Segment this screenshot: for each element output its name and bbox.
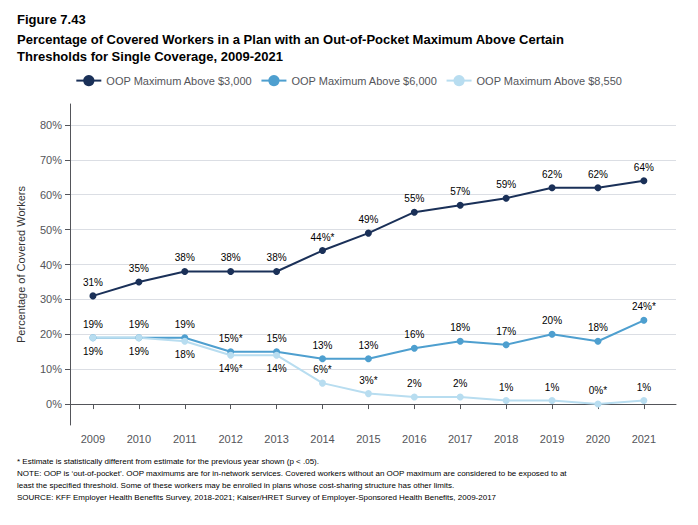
svg-text:18%: 18% [450, 322, 470, 333]
svg-text:80%: 80% [40, 119, 62, 131]
svg-text:13%: 13% [312, 340, 332, 351]
svg-text:13%: 13% [358, 340, 378, 351]
svg-text:1%: 1% [499, 382, 514, 393]
svg-text:62%: 62% [588, 169, 608, 180]
svg-text:19%: 19% [175, 319, 195, 330]
svg-text:24%*: 24%* [632, 301, 656, 312]
svg-text:2015: 2015 [356, 433, 380, 445]
svg-text:2021: 2021 [632, 433, 656, 445]
svg-text:2010: 2010 [127, 433, 151, 445]
svg-text:2%: 2% [453, 378, 468, 389]
svg-text:14%: 14% [267, 363, 287, 374]
svg-text:OOP Maximum Above $6,000: OOP Maximum Above $6,000 [291, 75, 436, 87]
svg-text:2009: 2009 [81, 433, 105, 445]
svg-text:2016: 2016 [402, 433, 426, 445]
svg-text:57%: 57% [450, 186, 470, 197]
svg-text:62%: 62% [542, 169, 562, 180]
svg-text:38%: 38% [175, 252, 195, 263]
svg-text:2011: 2011 [173, 433, 197, 445]
svg-text:60%: 60% [40, 189, 62, 201]
svg-text:SOURCE: KFF Employer Health Be: SOURCE: KFF Employer Health Benefits Sur… [17, 493, 497, 502]
svg-text:31%: 31% [83, 277, 103, 288]
svg-text:38%: 38% [267, 252, 287, 263]
svg-text:14%*: 14%* [219, 363, 243, 374]
svg-text:least the specified threshold.: least the specified threshold. Some of t… [17, 481, 454, 490]
svg-text:* Estimate is statistically di: * Estimate is statistically different fr… [17, 457, 319, 466]
svg-text:OOP Maximum Above $8,550: OOP Maximum Above $8,550 [477, 75, 622, 87]
svg-text:20%: 20% [40, 328, 62, 340]
svg-text:19%: 19% [129, 346, 149, 357]
svg-text:19%: 19% [129, 319, 149, 330]
svg-text:44%*: 44%* [311, 232, 335, 243]
svg-text:2014: 2014 [310, 433, 334, 445]
svg-text:35%: 35% [129, 263, 149, 274]
svg-text:3%*: 3%* [359, 375, 377, 386]
svg-text:OOP Maximum Above $3,000: OOP Maximum Above $3,000 [106, 75, 251, 87]
svg-text:50%: 50% [40, 224, 62, 236]
svg-text:0%: 0% [46, 398, 62, 410]
svg-text:55%: 55% [404, 193, 424, 204]
svg-text:64%: 64% [634, 162, 654, 173]
svg-text:18%: 18% [175, 349, 195, 360]
svg-text:18%: 18% [588, 322, 608, 333]
svg-text:2012: 2012 [218, 433, 242, 445]
svg-text:19%: 19% [83, 319, 103, 330]
svg-text:Percentage of Covered Workers: Percentage of Covered Workers in a Plan … [17, 32, 564, 47]
svg-text:38%: 38% [221, 252, 241, 263]
svg-text:2%: 2% [407, 378, 422, 389]
svg-text:40%: 40% [40, 259, 62, 271]
svg-text:NOTE: OOP is ‘out-of-pocket’.: NOTE: OOP is ‘out-of-pocket’. OOP maximu… [17, 469, 567, 478]
svg-text:15%*: 15%* [219, 333, 243, 344]
svg-text:59%: 59% [496, 179, 516, 190]
svg-text:16%: 16% [404, 329, 424, 340]
svg-text:17%: 17% [496, 326, 516, 337]
svg-text:2019: 2019 [540, 433, 564, 445]
svg-text:2017: 2017 [448, 433, 472, 445]
svg-text:Percentage of Covered Workers: Percentage of Covered Workers [15, 186, 27, 343]
svg-text:6%*: 6%* [313, 364, 331, 375]
svg-text:19%: 19% [83, 346, 103, 357]
svg-text:0%*: 0%* [589, 385, 607, 396]
svg-text:2013: 2013 [264, 433, 288, 445]
svg-text:70%: 70% [40, 154, 62, 166]
svg-text:Figure 7.43: Figure 7.43 [17, 12, 86, 27]
svg-text:10%: 10% [40, 363, 62, 375]
svg-text:1%: 1% [545, 382, 560, 393]
svg-text:49%: 49% [358, 214, 378, 225]
svg-text:30%: 30% [40, 293, 62, 305]
svg-text:15%: 15% [267, 333, 287, 344]
svg-text:20%: 20% [542, 315, 562, 326]
svg-text:1%: 1% [637, 382, 652, 393]
svg-text:2018: 2018 [494, 433, 518, 445]
svg-text:2020: 2020 [586, 433, 610, 445]
svg-text:Thresholds for Single Coverage: Thresholds for Single Coverage, 2009-202… [17, 49, 283, 64]
